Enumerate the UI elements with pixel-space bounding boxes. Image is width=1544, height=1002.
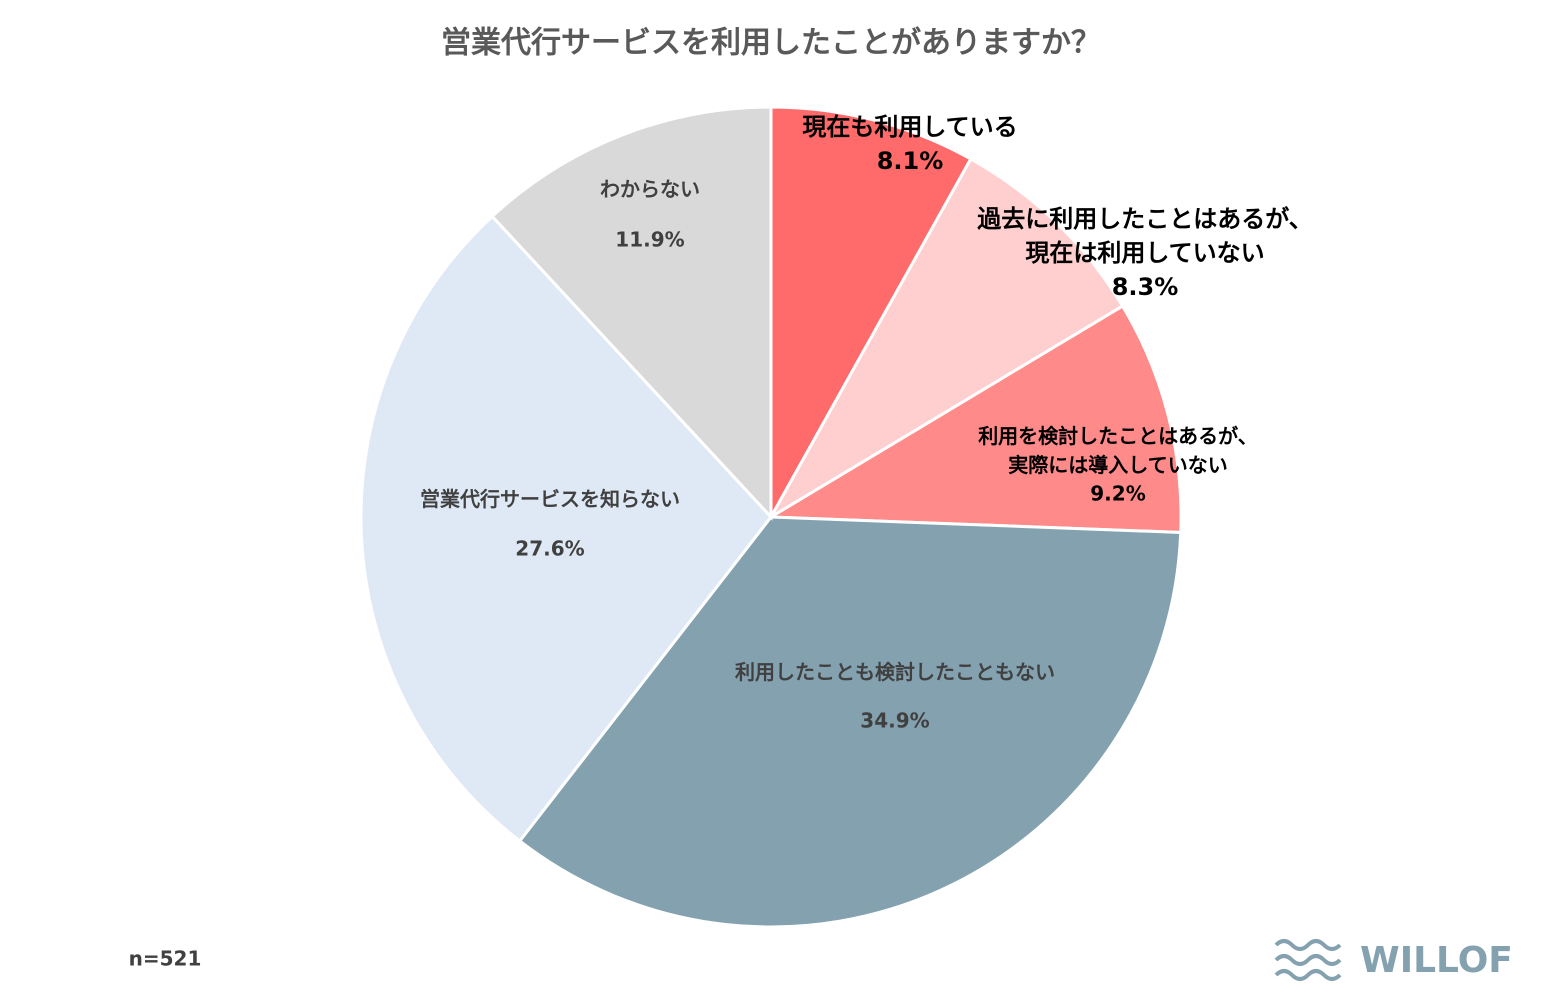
slice	[769, 105, 973, 523]
value-label: 8.3%	[1112, 273, 1179, 301]
slice	[517, 515, 1183, 929]
slice-label: 過去に利用したことはあるが、現在は利用していない	[977, 205, 1313, 267]
value-label: 9.2%	[1090, 482, 1145, 506]
value-label: 11.9%	[615, 228, 684, 252]
brand: WILLOF	[1360, 940, 1513, 981]
value-label: 8.1%	[877, 147, 944, 175]
slice	[490, 105, 773, 521]
slice-label: 利用を検討したことはあるが、実際には導入していない	[978, 424, 1258, 477]
pie	[359, 105, 1183, 929]
slice-label: 利用したことも検討したこともない	[735, 660, 1055, 684]
slice-label: 現在も利用している	[802, 113, 1017, 141]
slice	[765, 304, 1183, 535]
slice	[766, 156, 1125, 522]
value-label: 27.6%	[515, 537, 584, 561]
value-label: 34.9%	[860, 709, 929, 733]
logo	[1274, 939, 1342, 981]
chart-title: 営業代行サービスを利用したことがありますか？	[441, 26, 1101, 61]
slice	[359, 214, 773, 844]
labels: 現在も利用している 8.1% 過去に利用したことはあるが、現在は利用していない 8.3…	[420, 113, 1313, 733]
slice-label: わからない	[600, 177, 700, 201]
slice-label: 営業代行サービスを知らない	[420, 487, 680, 511]
sample-size: n=521	[129, 947, 202, 971]
